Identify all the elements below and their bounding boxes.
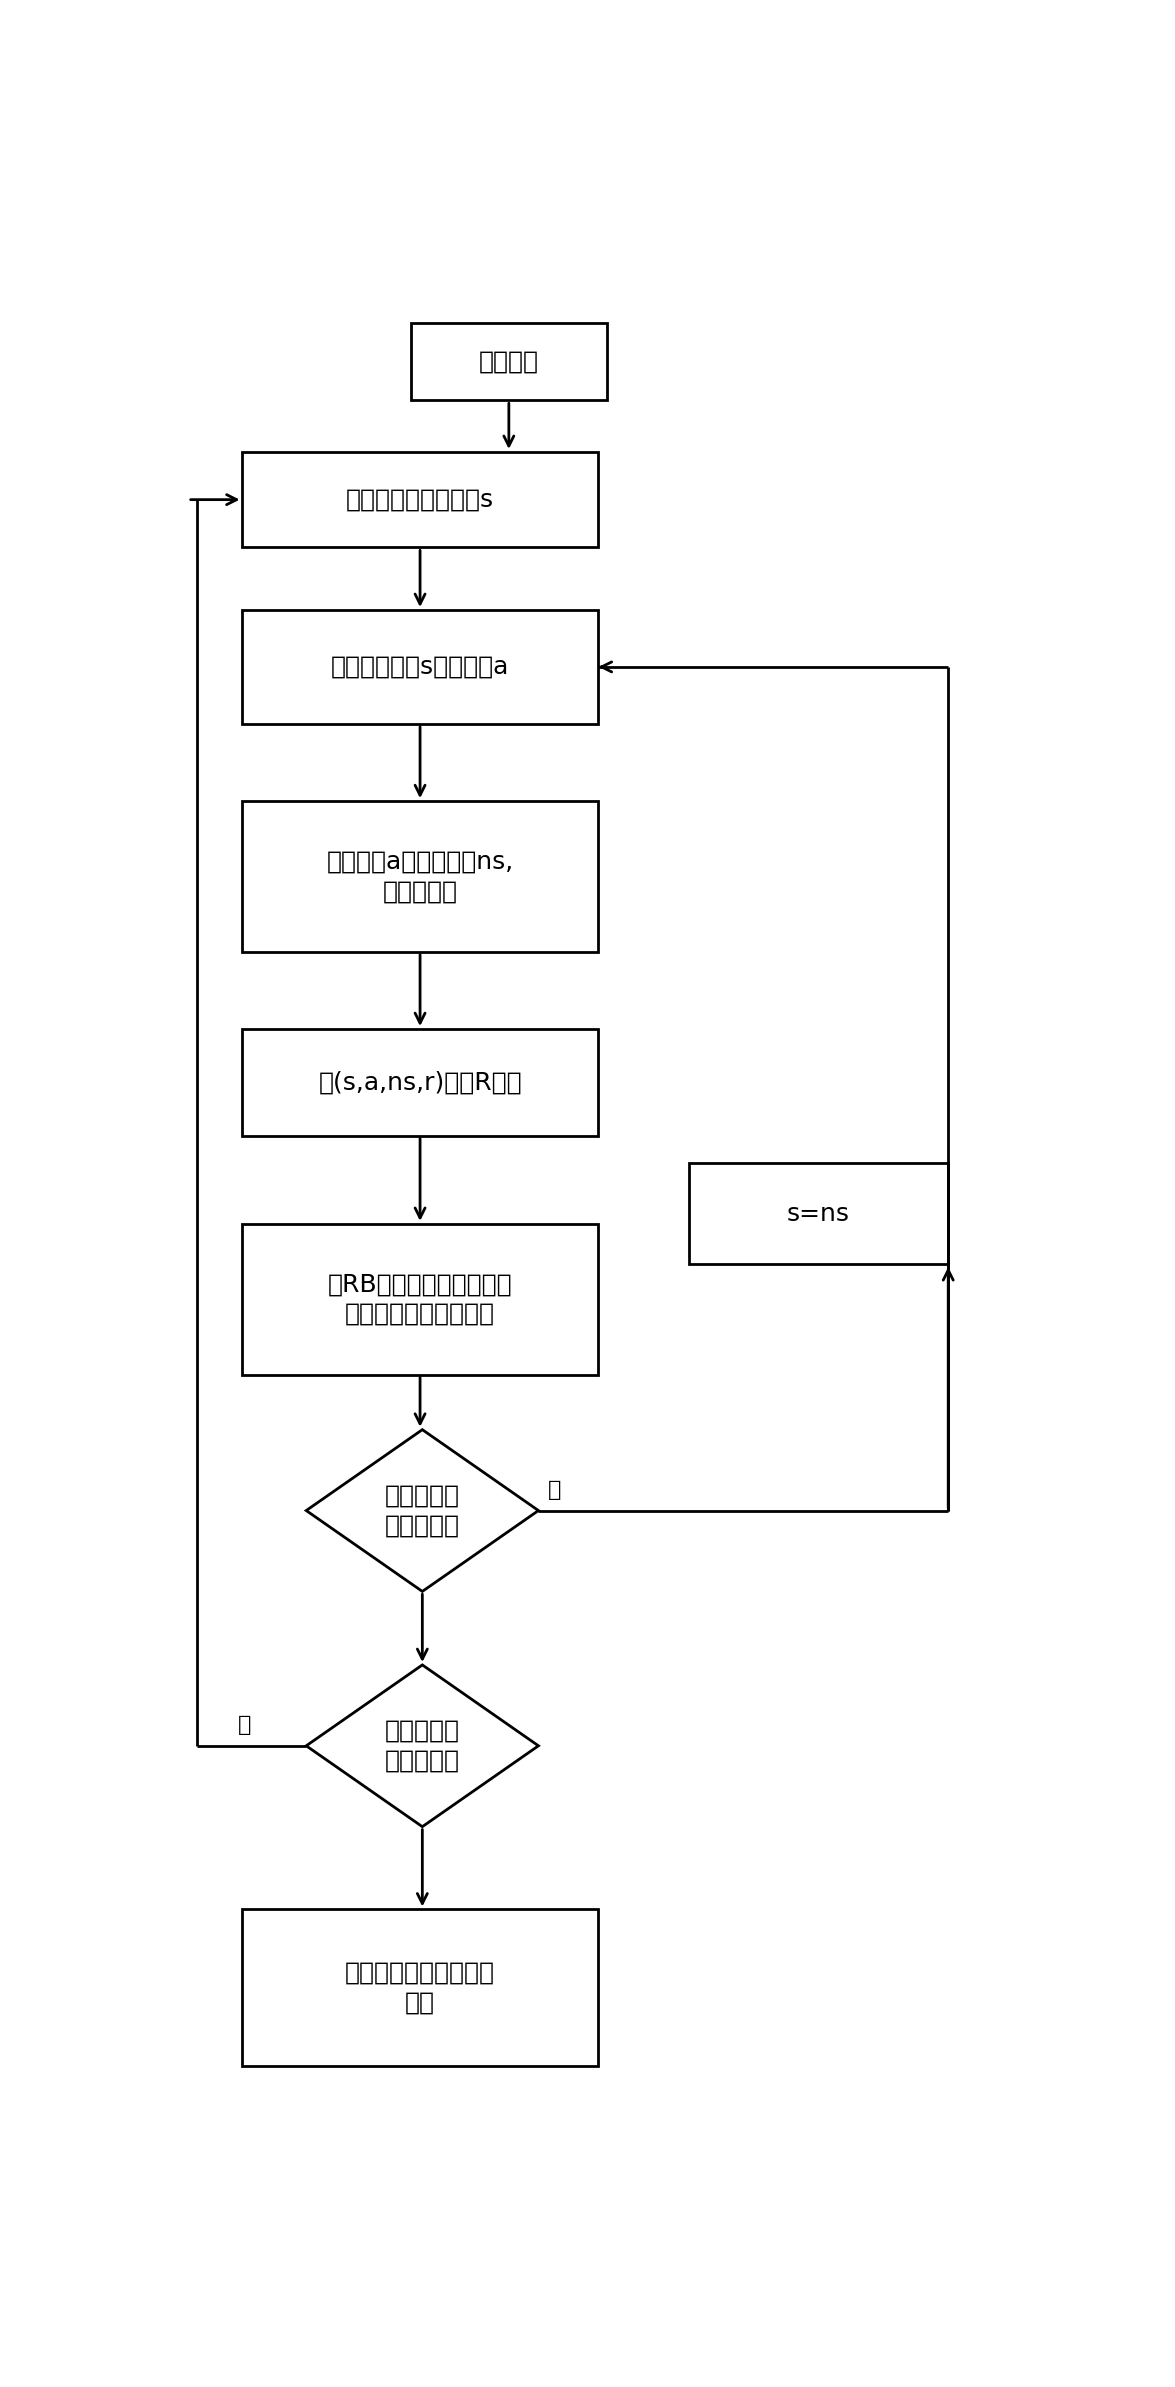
Bar — [689, 1162, 948, 1265]
Bar — [411, 322, 606, 401]
Bar — [242, 802, 598, 952]
Text: 在RB中取样本学习决策神
经网络和价値神经网络: 在RB中取样本学习决策神 经网络和价値神经网络 — [328, 1272, 512, 1327]
Text: s=ns: s=ns — [787, 1201, 850, 1225]
Text: 决策当前状态s下的行为a: 决策当前状态s下的行为a — [331, 654, 509, 678]
Bar — [242, 611, 598, 723]
Text: 否: 否 — [548, 1480, 560, 1499]
Text: 判断单次探
索是否终止: 判断单次探 索是否终止 — [385, 1485, 459, 1537]
Bar — [242, 451, 598, 547]
Text: 否: 否 — [237, 1716, 251, 1735]
Bar — [242, 1910, 598, 2065]
Bar — [242, 1029, 598, 1136]
Text: 初始化机器人的状态s: 初始化机器人的状态s — [345, 487, 495, 511]
Text: 执行行为a到下一状态ns,
并获得奖励: 执行行为a到下一状态ns, 并获得奖励 — [327, 850, 513, 902]
Bar — [242, 1225, 598, 1375]
Polygon shape — [307, 1666, 538, 1826]
Polygon shape — [307, 1430, 538, 1592]
Text: 将(s,a,ns,r)存入R数组: 将(s,a,ns,r)存入R数组 — [318, 1069, 522, 1093]
Text: 设定参数: 设定参数 — [479, 351, 539, 375]
Text: 判断神经网
络是否收敛: 判断神经网 络是否收敛 — [385, 1719, 459, 1774]
Text: 获得最终方案决策神经
网络: 获得最终方案决策神经 网络 — [345, 1960, 495, 2015]
